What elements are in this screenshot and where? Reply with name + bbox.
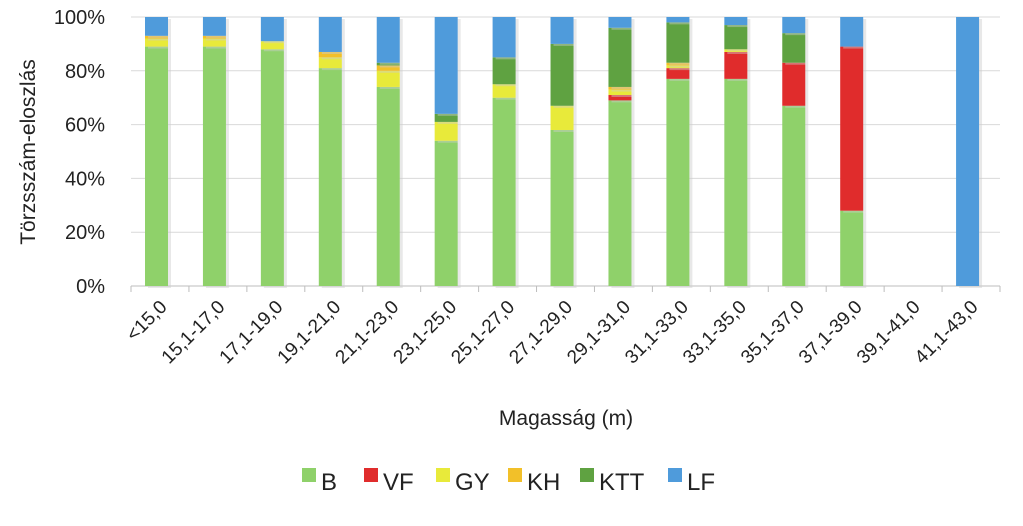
bar-segment-b bbox=[202, 46, 226, 287]
bar-segment-gy bbox=[492, 84, 516, 98]
legend-label-lf: LF bbox=[687, 469, 715, 496]
y-axis-title: Törzsszám-eloszlás bbox=[17, 59, 40, 245]
bar-segment-lf bbox=[492, 17, 516, 58]
bar-segment-b bbox=[260, 49, 284, 286]
bar-segment-lf bbox=[434, 17, 458, 114]
bar-shadow bbox=[205, 37, 229, 41]
bar-segment-kh bbox=[318, 51, 342, 58]
bar-segment-b bbox=[782, 105, 806, 287]
legend-label-b: B bbox=[321, 469, 337, 496]
bar-segment-lf bbox=[318, 17, 342, 52]
bar-segment-kh bbox=[666, 62, 690, 66]
bar-segment-ktt bbox=[782, 33, 806, 63]
bar-segment-b bbox=[608, 100, 632, 286]
legend-label-ktt: KTT bbox=[599, 469, 645, 496]
bar-segment-lf bbox=[724, 17, 748, 26]
bar-segment-b bbox=[434, 140, 458, 286]
bar-shadow bbox=[148, 37, 171, 41]
bar-segment-ktt bbox=[666, 22, 690, 63]
bar-segment-vf bbox=[840, 46, 864, 211]
y-tick-label: 20% bbox=[65, 222, 105, 244]
bar-segment-lf bbox=[202, 17, 226, 36]
y-tick-label: 100% bbox=[54, 7, 105, 29]
bar-shadow bbox=[611, 88, 635, 92]
bar-shadow bbox=[727, 51, 751, 54]
bar-segment-kh bbox=[608, 86, 632, 90]
bar-segment-b bbox=[318, 68, 342, 286]
bar-segment-ktt bbox=[376, 62, 400, 66]
y-tick-label: 0% bbox=[76, 276, 105, 298]
legend: B VF GY KH KTT LF bbox=[302, 468, 715, 496]
bar-segment-gy bbox=[145, 38, 168, 47]
bar-segment-b bbox=[840, 210, 864, 286]
bar-segment-kh bbox=[376, 65, 400, 71]
bar-segment-b bbox=[145, 46, 168, 287]
x-tick-label: 41,1-43,0 bbox=[911, 297, 983, 369]
legend-label-kh: KH bbox=[527, 469, 560, 496]
bar-segment-ktt bbox=[550, 43, 574, 106]
bar-segment-gy bbox=[666, 65, 690, 69]
bar-segment-b bbox=[666, 78, 690, 287]
bar-segment-lf bbox=[782, 17, 806, 34]
legend-swatch-lf bbox=[668, 468, 682, 482]
bar-segment-gy bbox=[724, 49, 748, 52]
legend-swatch-gy bbox=[436, 468, 450, 482]
y-tick-label: 60% bbox=[65, 115, 105, 137]
bar-shadow bbox=[379, 64, 403, 68]
legend-swatch-ktt bbox=[580, 468, 594, 482]
bar-segment-ktt bbox=[608, 27, 632, 87]
bar-segment-lf bbox=[376, 17, 400, 63]
x-axis-title: Magasság (m) bbox=[499, 407, 633, 430]
bar-segment-vf bbox=[782, 62, 806, 106]
bar-segment-ktt bbox=[492, 57, 516, 85]
bar-shadow bbox=[669, 67, 693, 71]
bar-segment-kh bbox=[202, 35, 226, 39]
y-tick-label: 40% bbox=[65, 168, 105, 190]
bar-segment-gy bbox=[608, 89, 632, 96]
bar-shadow bbox=[669, 64, 693, 68]
legend-swatch-b bbox=[302, 468, 316, 482]
bar-segment-lf bbox=[666, 17, 690, 23]
bar-segment-lf bbox=[550, 17, 574, 44]
bar-segment-b bbox=[550, 129, 574, 286]
bar-segment-lf bbox=[260, 17, 284, 42]
bar-segment-gy bbox=[260, 41, 284, 50]
bar-segment-vf bbox=[666, 68, 690, 79]
bar-segment-gy bbox=[202, 38, 226, 47]
bar-segment-gy bbox=[550, 105, 574, 130]
bar-segment-kh bbox=[145, 35, 168, 39]
bar-segment-gy bbox=[434, 121, 458, 141]
bar-segment-b bbox=[724, 78, 748, 287]
legend-swatch-kh bbox=[508, 468, 522, 482]
bar-segment-b bbox=[492, 97, 516, 286]
bar-segment-ktt bbox=[724, 25, 748, 50]
x-tick-label: <15,0 bbox=[123, 297, 172, 346]
bar-segment-lf bbox=[956, 17, 980, 286]
bar-segment-vf bbox=[608, 95, 632, 101]
bar-segment-gy bbox=[376, 70, 400, 87]
bar-segment-lf bbox=[608, 17, 632, 28]
bar-segment-lf bbox=[840, 17, 864, 47]
bar-segment-gy bbox=[318, 57, 342, 69]
y-tick-label: 80% bbox=[65, 61, 105, 83]
legend-swatch-vf bbox=[364, 468, 378, 482]
legend-label-gy: GY bbox=[455, 469, 490, 496]
bars bbox=[145, 17, 983, 289]
bar-segment-lf bbox=[145, 17, 168, 36]
bar-segment-vf bbox=[724, 51, 748, 79]
legend-label-vf: VF bbox=[383, 469, 414, 496]
bar-segment-b bbox=[376, 86, 400, 286]
bar-segment-ktt bbox=[434, 113, 458, 122]
